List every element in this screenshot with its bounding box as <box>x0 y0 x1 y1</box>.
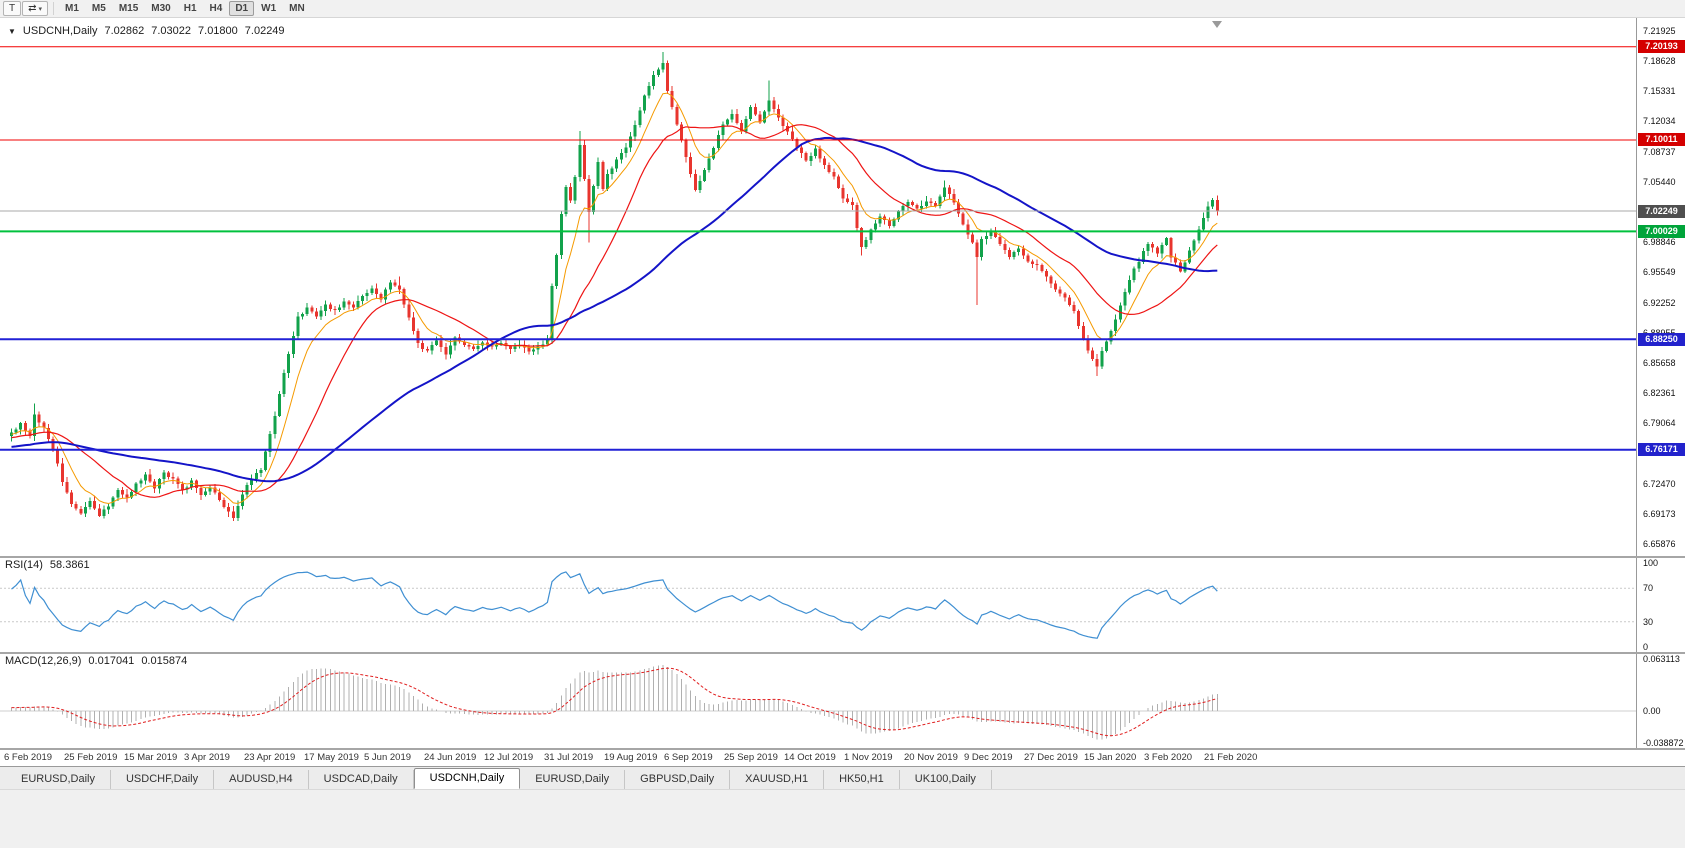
price-tick-label: 6.79064 <box>1643 418 1676 429</box>
price-level-tag: 7.00029 <box>1638 224 1685 238</box>
rsi-label: RSI(14) 58.3861 <box>5 559 90 571</box>
price-scale[interactable]: 7.21925 7.18628 7.15331 7.12034 7.08737 7.054… <box>1636 18 1685 748</box>
chart-tab-xauusd-h1[interactable]: XAUUSD,H1 <box>730 770 825 789</box>
rsi-tick-label: 30 <box>1643 616 1654 627</box>
pane-separator <box>0 748 1685 750</box>
date-tick-label: 27 Dec 2019 <box>1024 752 1078 763</box>
price-level-tag: 6.88250 <box>1638 332 1685 346</box>
price-tick-label: 6.69173 <box>1643 508 1676 519</box>
chart-tab-uk100-daily[interactable]: UK100,Daily <box>900 770 992 789</box>
chart-window: ▼ USDCNH,Daily 7.02862 7.03022 7.01800 7… <box>0 18 1685 766</box>
chart-tabs-bar: EURUSD,Daily USDCHF,Daily AUDUSD,H4 USDCAD,… <box>0 766 1685 789</box>
chart-canvas[interactable] <box>0 18 1636 748</box>
macd-tick-label: 0.063113 <box>1643 654 1680 664</box>
date-tick-label: 19 Aug 2019 <box>604 752 658 763</box>
date-tick-label: 3 Apr 2019 <box>184 752 230 763</box>
date-tick-label: 17 May 2019 <box>304 752 359 763</box>
price-level-tag: 6.76171 <box>1638 443 1685 457</box>
date-tick-label: 25 Sep 2019 <box>724 752 778 763</box>
timeframe-button-m1[interactable]: M1 <box>59 1 85 16</box>
pane-separator[interactable] <box>0 652 1685 654</box>
macd-tick-label: -0.038872 <box>1643 738 1684 748</box>
price-tick-label: 6.95549 <box>1643 267 1676 278</box>
date-axis[interactable]: 6 Feb 2019 25 Feb 2019 15 Mar 2019 3 Apr 20… <box>0 748 1636 766</box>
toolbar-separator <box>53 2 55 15</box>
date-tick-label: 21 Feb 2020 <box>1204 752 1258 763</box>
chevron-down-icon: ▾ <box>38 5 43 13</box>
chart-low-value: 7.01800 <box>198 25 238 37</box>
price-level-tag: 7.10011 <box>1638 133 1685 147</box>
price-tick-label: 7.12034 <box>1643 116 1676 127</box>
pane-separator[interactable] <box>0 556 1685 558</box>
macd-label: MACD(12,26,9) 0.017041 0.015874 <box>5 655 187 667</box>
date-tick-label: 1 Nov 2019 <box>844 752 893 763</box>
price-level-tag: 7.02249 <box>1638 204 1685 218</box>
date-tick-label: 20 Nov 2019 <box>904 752 958 763</box>
date-tick-label: 5 Jun 2019 <box>364 752 412 763</box>
timeframe-button-m30[interactable]: M30 <box>145 1 176 16</box>
date-tick-label: 14 Oct 2019 <box>784 752 836 763</box>
chart-open-value: 7.02862 <box>104 25 145 37</box>
t-tool-button[interactable]: T <box>3 1 22 16</box>
timeframe-button-d1[interactable]: D1 <box>229 1 255 16</box>
price-tick-label: 7.18628 <box>1643 56 1676 67</box>
date-tick-label: 15 Mar 2019 <box>124 752 178 763</box>
rsi-tick-label: 100 <box>1643 558 1659 568</box>
date-tick-label: 15 Jan 2020 <box>1084 752 1137 763</box>
date-tick-label: 9 Dec 2019 <box>964 752 1013 763</box>
toolbar: T ⇄ ▾ M1 M5 M15 M30 H1 H4 D1 W1 MN <box>0 0 1685 18</box>
status-bar <box>0 789 1685 848</box>
timeframe-button-group: M1 M5 M15 M30 H1 H4 D1 W1 MN <box>59 1 311 16</box>
price-tick-label: 6.82361 <box>1643 388 1676 399</box>
timeframe-button-h4[interactable]: H4 <box>204 1 229 16</box>
price-tick-label: 6.92252 <box>1643 297 1676 308</box>
macd-value-signal: 0.015874 <box>141 655 188 667</box>
macd-value-main: 0.017041 <box>88 655 135 667</box>
chart-tab-hk50-h1[interactable]: HK50,H1 <box>824 770 900 789</box>
chart-tab-audusd-h4[interactable]: AUDUSD,H4 <box>214 770 309 789</box>
date-tick-label: 6 Sep 2019 <box>664 752 713 763</box>
macd-tick-label: 0.00 <box>1643 705 1661 716</box>
macd-name: MACD(12,26,9) <box>5 655 82 667</box>
chart-tab-eurusd-daily[interactable]: EURUSD,Daily <box>520 770 626 789</box>
price-tick-label: 7.08737 <box>1643 146 1676 157</box>
date-tick-label: 23 Apr 2019 <box>244 752 296 763</box>
price-level-tag: 7.20193 <box>1638 40 1685 54</box>
date-tick-label: 12 Jul 2019 <box>484 752 534 763</box>
date-tick-label: 24 Jun 2019 <box>424 752 477 763</box>
date-tick-label: 31 Jul 2019 <box>544 752 594 763</box>
rsi-tick-label: 70 <box>1643 583 1654 594</box>
chart-close-value: 7.02249 <box>244 25 285 37</box>
chart-tab-usdchf-daily[interactable]: USDCHF,Daily <box>111 770 215 789</box>
price-tick-label: 7.21925 <box>1643 25 1676 36</box>
price-tick-label: 6.98846 <box>1643 237 1676 248</box>
timeframe-button-m5[interactable]: M5 <box>86 1 112 16</box>
chart-symbol-label: USDCNH,Daily <box>22 25 98 37</box>
rsi-name: RSI(14) <box>5 559 43 571</box>
price-tick-label: 6.85658 <box>1643 357 1676 368</box>
rsi-value: 58.3861 <box>49 559 90 571</box>
date-tick-label: 6 Feb 2019 <box>4 752 53 763</box>
price-tick-label: 6.65876 <box>1643 538 1676 549</box>
timeframe-button-mn[interactable]: MN <box>283 1 311 16</box>
price-tick-label: 6.72470 <box>1643 478 1676 489</box>
timeframe-button-m15[interactable]: M15 <box>113 1 144 16</box>
chart-menu-icon: ▼ <box>8 26 16 36</box>
price-tick-label: 7.05440 <box>1643 176 1676 187</box>
timeframe-button-w1[interactable]: W1 <box>255 1 282 16</box>
chart-tab-usdcnh-daily[interactable]: USDCNH,Daily <box>413 768 521 789</box>
chart-tab-gbpusd-daily[interactable]: GBPUSD,Daily <box>625 770 731 789</box>
chart-high-value: 7.03022 <box>151 25 192 37</box>
chart-title: ▼ USDCNH,Daily 7.02862 7.03022 7.01800 7… <box>8 25 285 37</box>
date-tick-label: 3 Feb 2020 <box>1144 752 1193 763</box>
timeframe-button-h1[interactable]: H1 <box>178 1 203 16</box>
chart-tab-usdcad-daily[interactable]: USDCAD,Daily <box>309 770 414 789</box>
rsi-tick-label: 0 <box>1643 642 1649 652</box>
cycle-arrows-icon: ⇄ <box>28 3 37 14</box>
cycle-symbols-button[interactable]: ⇄ ▾ <box>22 1 49 16</box>
price-tick-label: 7.15331 <box>1643 86 1676 97</box>
date-tick-label: 25 Feb 2019 <box>64 752 118 763</box>
chart-tab-eurusd-daily[interactable]: EURUSD,Daily <box>6 770 111 789</box>
